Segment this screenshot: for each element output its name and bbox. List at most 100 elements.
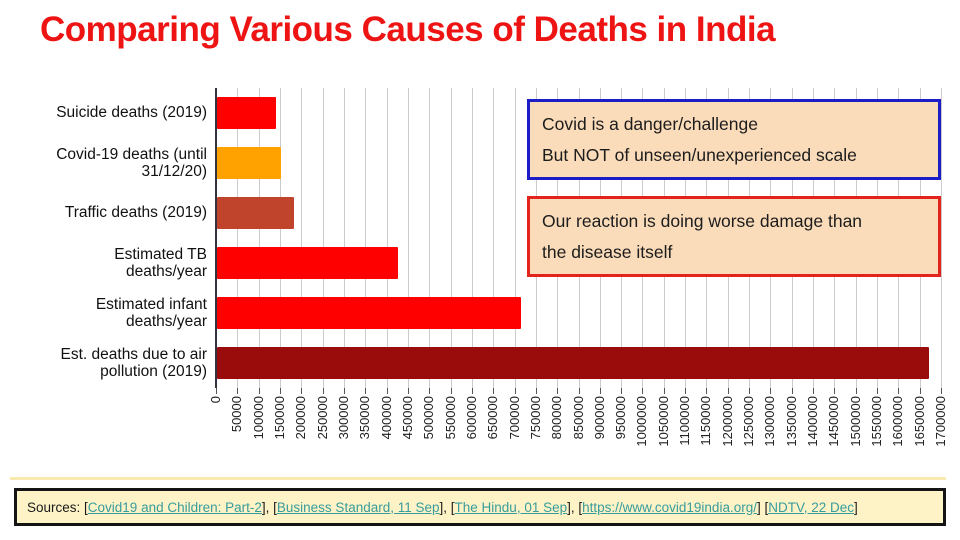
x-tick-label-text: 1600000	[890, 396, 906, 447]
gridline	[301, 88, 303, 388]
bar-estimated-tb	[217, 247, 399, 279]
axis-tick	[557, 388, 559, 394]
source-text: ], [	[567, 499, 583, 515]
axis-tick	[237, 388, 239, 394]
x-tick-label-text: 1050000	[655, 396, 671, 447]
x-tick-label-text: 950000	[613, 396, 629, 440]
axis-tick	[429, 388, 431, 394]
bar-covid-19-deaths-until	[217, 147, 281, 179]
gridline	[429, 88, 431, 388]
x-tick-label-text: 1300000	[762, 396, 778, 447]
axis-tick	[834, 388, 836, 394]
axis-tick	[919, 388, 921, 394]
bar-estimated-infant	[217, 297, 521, 329]
category-label: Suicide deaths (2019)	[56, 104, 207, 122]
x-tick-label-text: 1650000	[911, 396, 927, 447]
axis-tick	[791, 388, 793, 394]
axis-tick	[493, 388, 495, 394]
axis-tick	[535, 388, 537, 394]
axis-tick	[813, 388, 815, 394]
bar-suicide-deaths-2019	[217, 97, 277, 129]
x-tick-label-text: 400000	[378, 396, 394, 440]
axis-tick	[450, 388, 452, 394]
x-tick-label-text: 750000	[527, 396, 543, 440]
x-tick-label-text: 200000	[293, 396, 309, 440]
y-axis-line	[215, 88, 217, 388]
x-tick-label-text: 300000	[335, 396, 351, 440]
source-text: ] [	[756, 499, 769, 515]
x-tick-label-text: 350000	[357, 396, 373, 440]
source-link[interactable]: Covid19 and Children: Part-2	[87, 499, 262, 515]
x-tick-label-text: 100000	[250, 396, 266, 440]
x-tick-label-text: 1450000	[826, 396, 842, 447]
x-tick-label-text: 1350000	[783, 396, 799, 447]
category-label: Covid-19 deaths (until 31/12/20)	[56, 145, 207, 181]
axis-tick	[407, 388, 409, 394]
x-tick-label-text: 250000	[314, 396, 330, 440]
x-tick-label-text: 150000	[271, 396, 287, 440]
bar-est-deaths-due-to-air	[217, 347, 930, 379]
axis-tick	[898, 388, 900, 394]
axis-tick	[343, 388, 345, 394]
gridline	[471, 88, 473, 388]
x-tick-label-text: 1100000	[677, 396, 693, 446]
bar-traffic-deaths-2019	[217, 197, 295, 229]
annotation-box-reaction-damage: Our reaction is doing worse damage than …	[527, 196, 941, 277]
axis-tick	[749, 388, 751, 394]
source-link[interactable]: Business Standard, 11 Sep	[276, 499, 440, 515]
x-tick-label-text: 600000	[463, 396, 479, 440]
x-tick-label-text: 1400000	[805, 396, 821, 447]
axis-tick	[365, 388, 367, 394]
x-tick-label-text: 700000	[506, 396, 522, 440]
source-link[interactable]: The Hindu, 01 Sep	[454, 499, 568, 515]
axis-tick	[621, 388, 623, 394]
sources-line: Sources: [Covid19 and Children: Part-2],…	[27, 500, 858, 515]
footer-divider	[10, 477, 946, 480]
axis-tick	[770, 388, 772, 394]
axis-tick	[599, 388, 601, 394]
x-tick-label-text: 800000	[549, 396, 565, 440]
gridline	[386, 88, 388, 388]
gridline	[514, 88, 516, 388]
axis-tick	[877, 388, 879, 394]
x-tick-label-text: 1700000	[933, 396, 948, 447]
x-tick-label-text: 650000	[485, 396, 501, 440]
sources-box: Sources: [Covid19 and Children: Part-2],…	[14, 488, 946, 526]
x-tick-label-text: 450000	[399, 396, 415, 440]
x-tick-label-text: 1000000	[634, 396, 650, 447]
axis-tick	[855, 388, 857, 394]
annotation-box-covid-scale: Covid is a danger/challenge But NOT of u…	[527, 99, 941, 180]
axis-tick	[301, 388, 303, 394]
axis-tick	[706, 388, 708, 394]
x-tick-label-text: 1550000	[869, 396, 885, 447]
gridline	[450, 88, 452, 388]
axis-tick	[578, 388, 580, 394]
axis-tick	[471, 388, 473, 394]
gridline	[343, 88, 345, 388]
axis-tick	[514, 388, 516, 394]
x-tick-label-text: 500000	[421, 396, 437, 440]
source-link[interactable]: https://www.covid19india.org/	[582, 499, 757, 515]
category-label: Est. deaths due to air pollution (2019)	[60, 345, 207, 381]
gridline	[365, 88, 367, 388]
axis-tick	[216, 388, 217, 394]
axis-tick	[663, 388, 665, 394]
category-label: Estimated TB deaths/year	[114, 245, 207, 281]
x-tick-label-text: 1200000	[719, 396, 735, 447]
axis-tick	[642, 388, 644, 394]
source-link[interactable]: NDTV, 22 Dec	[768, 499, 855, 515]
gridline	[237, 88, 239, 388]
gridline	[941, 88, 942, 388]
x-tick-label-text: 1150000	[698, 396, 714, 446]
slide-title: Comparing Various Causes of Deaths in In…	[40, 10, 776, 49]
gridline	[407, 88, 409, 388]
x-tick-label-text: 50000	[229, 396, 245, 433]
source-text: Sources: [	[27, 499, 88, 515]
axis-tick	[258, 388, 260, 394]
x-tick-label-text: 850000	[570, 396, 586, 440]
axis-tick	[727, 388, 729, 394]
category-label: Estimated infant deaths/year	[95, 295, 207, 331]
source-text: ], [	[261, 499, 277, 515]
axis-tick	[941, 388, 942, 394]
